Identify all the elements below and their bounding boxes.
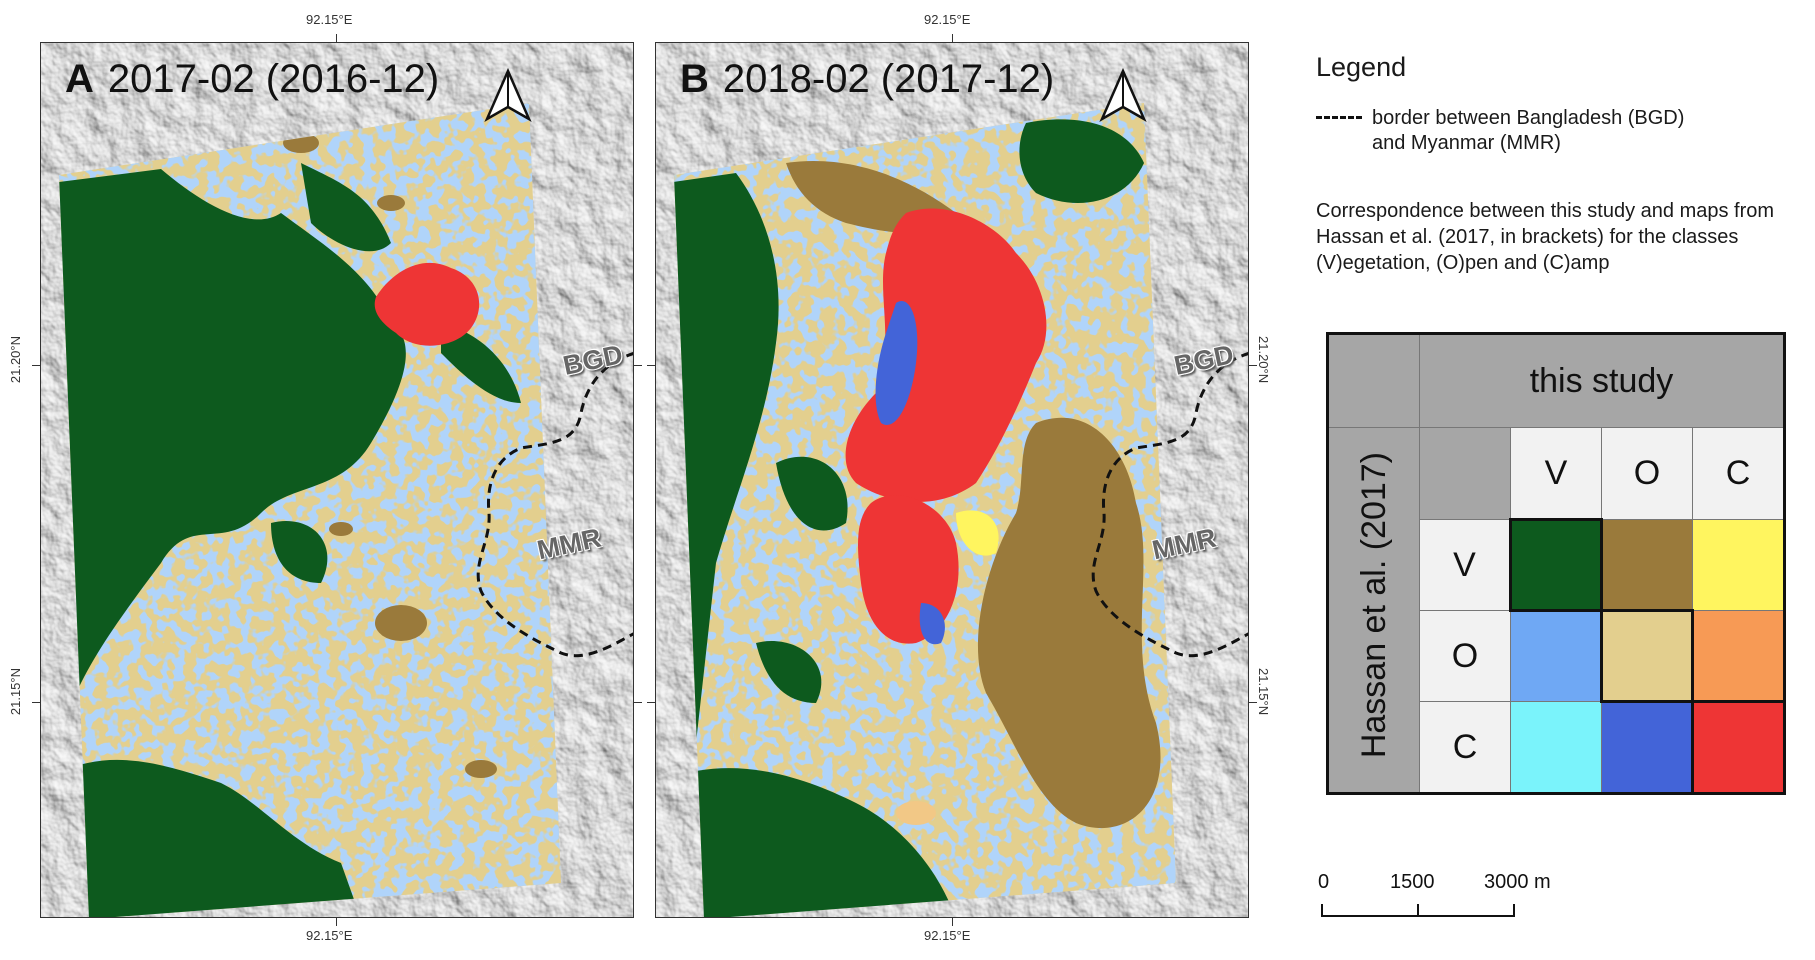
scale-label-0: 0 [1318, 871, 1329, 893]
tick [32, 365, 40, 366]
veg-to-open-patch [896, 801, 936, 825]
swatch-v-v [1509, 518, 1603, 612]
border-line [1091, 352, 1248, 658]
vegetation-area [59, 169, 406, 743]
vegetation-area [1019, 119, 1144, 203]
tick [1249, 365, 1257, 366]
lon-label-top-a: 92.15°E [306, 12, 353, 27]
panel-b-letter: B [680, 57, 709, 101]
north-arrow-icon [484, 67, 532, 122]
matrix-row-c: C [1419, 701, 1511, 794]
map-b-canvas [656, 43, 1248, 917]
veg-to-open-area [977, 417, 1161, 829]
lon-label-top-b: 92.15°E [924, 12, 971, 27]
swatch-v-o [1601, 519, 1693, 611]
map-panel-b: B 2018-02 (2017-12) BGD MMR [655, 42, 1249, 918]
map-a-canvas [41, 43, 633, 917]
swatch-c-o [1601, 701, 1693, 794]
matrix-col-o: O [1601, 427, 1693, 520]
classification-b [674, 103, 1176, 917]
camp-to-open-area [919, 603, 945, 645]
veg-to-open-patch [465, 760, 497, 778]
matrix-col-header: this study [1419, 333, 1785, 428]
camp-class-area [845, 208, 1047, 502]
veg-to-open-patch [375, 605, 427, 641]
tick [336, 918, 337, 926]
vegetation-area [59, 759, 361, 917]
vegetation-area [271, 521, 328, 583]
vegetation-area [441, 323, 521, 403]
tick [952, 918, 953, 926]
legend-border-dash-icon [1316, 116, 1362, 119]
vegetation-area [674, 768, 956, 917]
scale-bar: 0 1500 3000 m [1318, 871, 1551, 917]
matrix-col-c: C [1692, 427, 1785, 520]
swatch-c-c [1691, 700, 1786, 795]
tick [1249, 702, 1257, 703]
matrix-row-header-cell: Hassan et al. (2017) [1327, 427, 1420, 794]
panel-a-date: 2017-02 (2016-12) [107, 57, 440, 101]
class-matrix: this study Hassan et al. (2017) V O C V … [1326, 332, 1786, 795]
north-arrow-icon [1099, 67, 1147, 122]
lat-label-15-right: 21.15°N [1256, 668, 1271, 716]
panel-a-title: A 2017-02 (2016-12) [65, 57, 439, 102]
tick [647, 365, 655, 366]
vegetation-area [301, 163, 391, 252]
legend-title: Legend [1316, 52, 1407, 82]
tick [634, 702, 642, 703]
swatch-v-c [1692, 519, 1785, 611]
swatch-c-v [1510, 701, 1602, 794]
veg-to-open-patch [377, 195, 405, 211]
scale-label-3000: 3000 m [1484, 871, 1551, 893]
map-panel-a: A 2017-02 (2016-12) BGD MMR [40, 42, 634, 918]
lat-label-20-left: 21.20°N [8, 336, 23, 384]
classification-a [59, 103, 561, 917]
swatch-o-v [1510, 610, 1602, 702]
matrix-corner [1327, 333, 1420, 428]
lon-label-bottom-a: 92.15°E [306, 928, 353, 943]
veg-to-camp-area [956, 510, 999, 556]
tick [952, 34, 953, 42]
camp-class-area [374, 262, 480, 346]
legend-border-text: border between Bangladesh (BGD) and Myan… [1372, 107, 1685, 154]
matrix-row-header: Hassan et al. (2017) [1354, 452, 1393, 759]
veg-to-open-patch [329, 522, 353, 536]
legend-correspondence-text: Correspondence between this study and ma… [1316, 200, 1775, 274]
swatch-o-c [1692, 610, 1785, 702]
tick [32, 702, 40, 703]
lon-label-bottom-b: 92.15°E [924, 928, 971, 943]
vegetation-area [756, 641, 822, 703]
tick [634, 365, 642, 366]
panel-b-date: 2018-02 (2017-12) [722, 57, 1055, 101]
camp-to-open-area [875, 301, 918, 425]
lat-label-15-left: 21.15°N [8, 668, 23, 716]
panel-b-title: B 2018-02 (2017-12) [680, 57, 1054, 102]
matrix-inner-corner [1419, 427, 1511, 520]
matrix-row-v: V [1419, 519, 1511, 611]
scale-label-1500: 1500 [1390, 871, 1435, 893]
border-line [476, 352, 633, 658]
vegetation-area [776, 456, 848, 531]
panel-a-letter: A [65, 57, 94, 101]
tick [336, 34, 337, 42]
matrix-col-v: V [1510, 427, 1602, 520]
lat-label-20-right: 21.20°N [1256, 336, 1271, 384]
matrix-row-o: O [1419, 610, 1511, 702]
swatch-o-o [1600, 609, 1694, 703]
tick [647, 702, 655, 703]
vegetation-area [674, 173, 779, 763]
